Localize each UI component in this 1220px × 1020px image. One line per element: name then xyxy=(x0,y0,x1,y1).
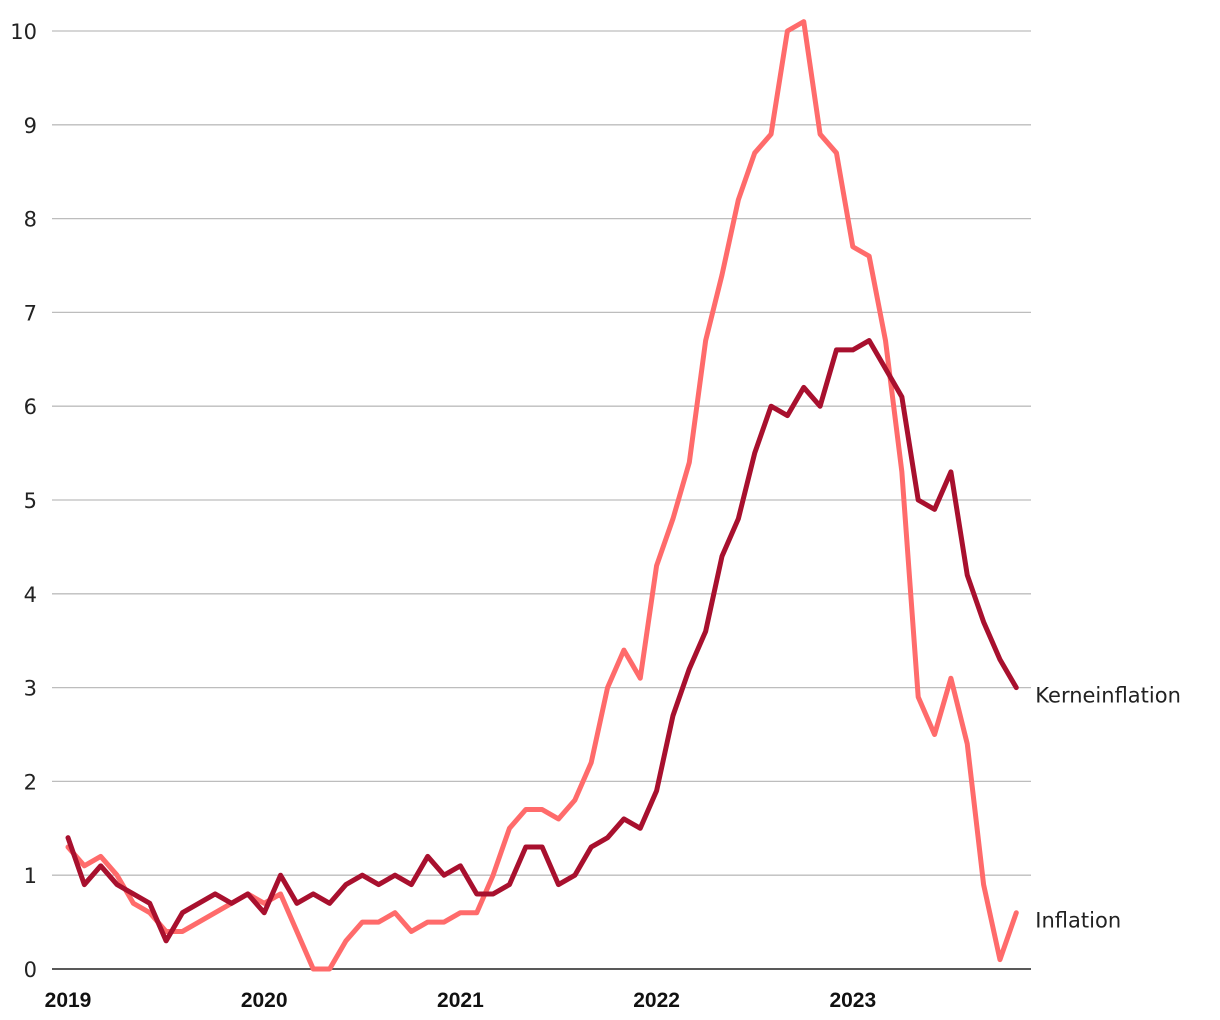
y-tick-label-7: 7 xyxy=(24,301,37,325)
y-tick-label-1: 1 xyxy=(24,864,37,888)
x-axis-ticks: 2019 2020 2021 2022 2023 xyxy=(45,989,877,1012)
x-tick-label-2023: 2023 xyxy=(829,989,876,1012)
series-labels: Inflation Kerneinflation xyxy=(1035,684,1181,933)
series-label-kerneinflation: Kerneinflation xyxy=(1035,684,1181,708)
x-tick-label-2022: 2022 xyxy=(633,989,680,1012)
series-label-inflation: Inflation xyxy=(1035,909,1121,933)
y-tick-label-8: 8 xyxy=(24,208,37,232)
y-tick-label-3: 3 xyxy=(24,677,37,701)
grid-lines xyxy=(52,30,1031,970)
series-lines xyxy=(65,19,1019,972)
x-tick-label-2019: 2019 xyxy=(45,989,92,1012)
y-axis-ticks: 0 1 2 3 4 5 6 7 8 9 10 xyxy=(10,20,37,982)
y-tick-label-5: 5 xyxy=(24,489,37,513)
y-tick-label-0: 0 xyxy=(24,958,37,982)
x-tick-label-2021: 2021 xyxy=(437,989,484,1012)
x-tick-label-2020: 2020 xyxy=(241,989,288,1012)
y-tick-label-9: 9 xyxy=(24,114,37,138)
y-tick-label-4: 4 xyxy=(24,583,37,607)
y-tick-label-6: 6 xyxy=(24,395,37,419)
series-line-kerneinflation xyxy=(65,338,1019,944)
y-tick-label-10: 10 xyxy=(10,20,37,44)
series-line-inflation xyxy=(65,19,1019,972)
y-tick-label-2: 2 xyxy=(24,770,37,794)
